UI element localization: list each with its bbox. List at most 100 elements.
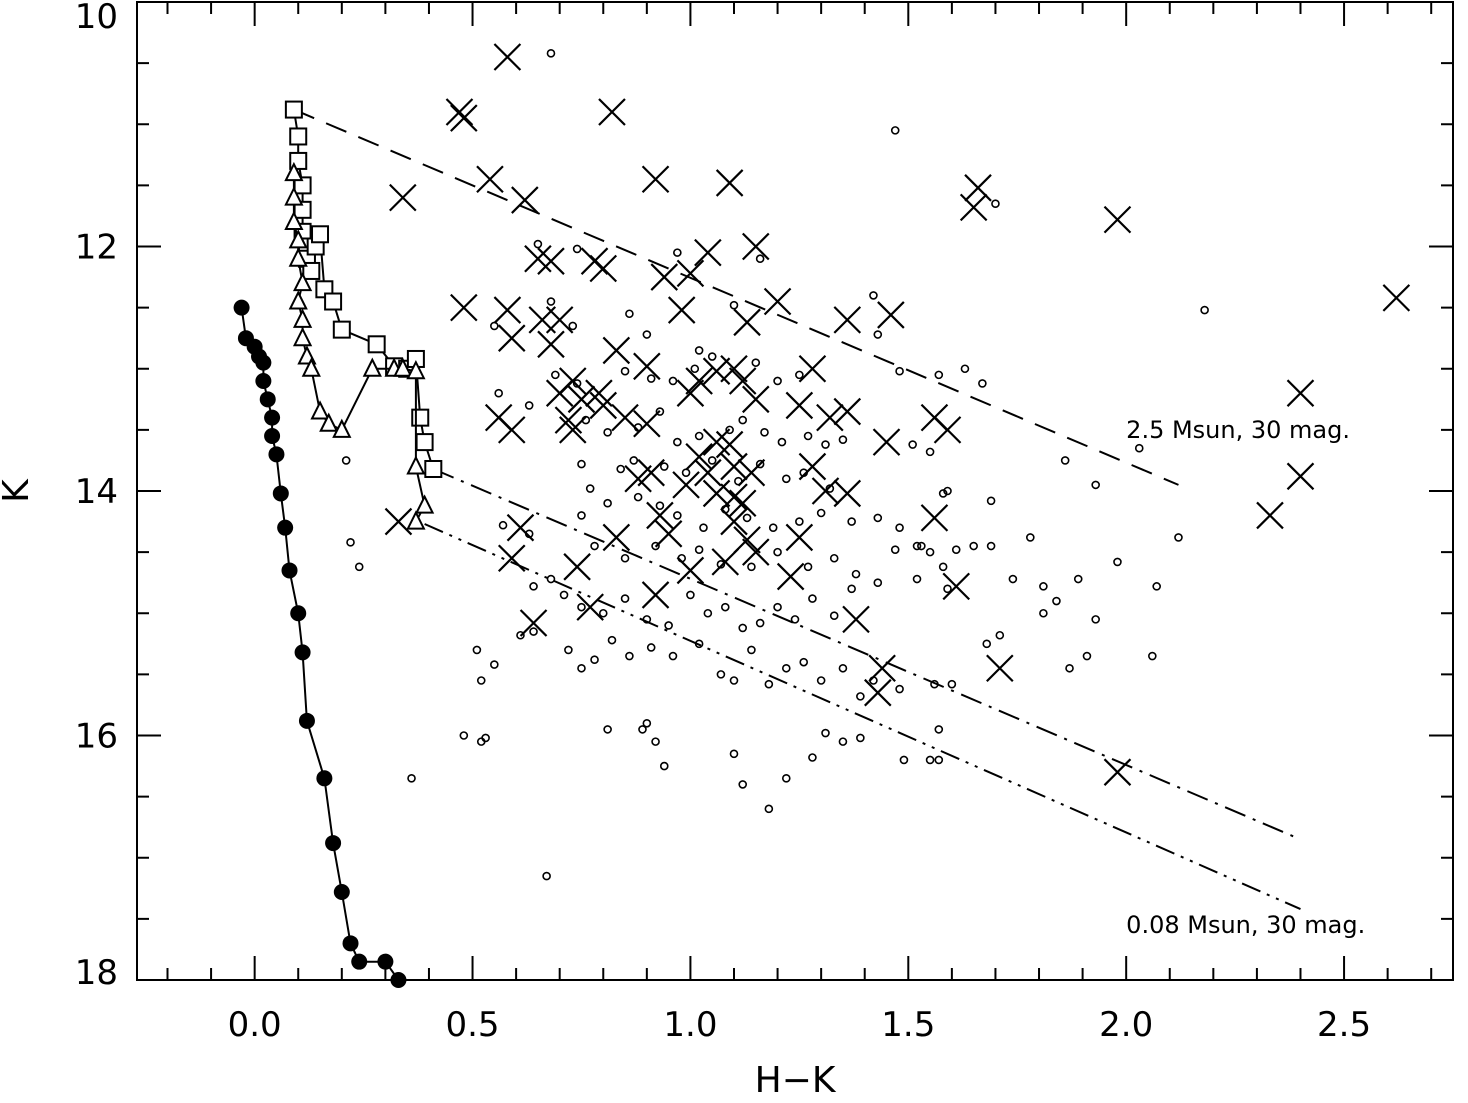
triangle-point — [414, 494, 435, 514]
x-marker-point — [1103, 205, 1132, 234]
triangle-point — [292, 271, 313, 292]
y-tick-label: 18 — [75, 953, 118, 993]
small-circle-point — [734, 476, 743, 486]
small-circle-point — [638, 725, 647, 734]
small-circle-point — [838, 663, 848, 673]
triangle-point — [288, 247, 308, 267]
small-circle-point — [986, 496, 996, 506]
small-circle-point — [494, 388, 503, 398]
small-circle-point — [943, 584, 952, 594]
small-circle-point — [873, 513, 883, 523]
small-circle-point — [1174, 533, 1183, 542]
small-circle-point — [986, 541, 996, 551]
small-circle-point — [581, 415, 591, 425]
x-marker-point — [563, 553, 591, 581]
x-marker-point — [842, 605, 870, 634]
triangle-point — [284, 186, 304, 206]
small-circle-point — [847, 517, 856, 526]
small-circle-point — [490, 321, 499, 331]
small-circle-point — [572, 244, 582, 254]
x-marker-point — [493, 43, 522, 71]
small-circle-point — [1065, 663, 1074, 673]
x-marker-point — [715, 169, 744, 197]
x-marker-point — [497, 324, 526, 352]
small-circle-point — [546, 574, 556, 584]
x-marker-point — [450, 293, 478, 322]
x-marker-point — [702, 428, 731, 456]
small-circle-point — [633, 492, 643, 502]
square-point — [367, 335, 386, 354]
small-circle-point — [895, 523, 904, 532]
x-marker-point — [598, 98, 626, 126]
x-marker-point — [920, 504, 949, 532]
x-marker-point — [641, 165, 670, 194]
triangle-point — [284, 210, 304, 231]
x-marker-point — [715, 430, 744, 459]
triangle-point — [292, 308, 313, 328]
small-circle-point — [629, 456, 639, 465]
small-circle-point — [799, 468, 809, 477]
x-marker-point — [742, 385, 770, 414]
x-marker-point — [798, 354, 827, 383]
x-tick-label: 1.5 — [881, 1005, 935, 1045]
x-marker-point — [384, 507, 413, 536]
small-circle-point — [664, 621, 673, 630]
x-marker-point — [694, 458, 722, 487]
small-circle-point — [729, 676, 739, 685]
x-marker-point — [694, 238, 722, 267]
series-open-triangle — [284, 161, 435, 530]
filled-circle-point — [333, 883, 350, 900]
small-circle-point — [546, 49, 556, 58]
filled-circle-point — [268, 446, 285, 463]
small-circle-point — [816, 508, 826, 518]
small-circle-point — [716, 670, 726, 679]
x-marker-point — [558, 367, 587, 395]
small-circle-point — [795, 517, 804, 526]
small-circle-point — [1039, 608, 1048, 618]
filled-circle-point — [325, 835, 342, 852]
x-marker-point — [637, 458, 665, 487]
small-circle-point — [694, 639, 704, 649]
small-circle-point — [1134, 443, 1144, 453]
small-circle-point — [498, 520, 508, 530]
x-tick-label: 0.5 — [445, 1005, 499, 1045]
small-circle-point — [646, 643, 656, 652]
filled-circle-point — [298, 712, 315, 729]
small-circle-point — [655, 501, 665, 510]
x-marker-point — [676, 379, 705, 407]
small-circle-point — [912, 541, 922, 551]
x-marker-point — [389, 183, 417, 212]
small-circle-point — [930, 679, 939, 689]
filled-circle-point — [255, 372, 272, 389]
small-circle-point — [978, 379, 987, 388]
small-circle-point — [677, 553, 687, 563]
filled-circle-point — [342, 935, 359, 952]
small-circle-point — [947, 679, 957, 689]
small-circle-point — [764, 804, 774, 814]
small-circle-point — [895, 684, 904, 694]
small-circle-point — [707, 352, 717, 361]
filled-circle-point — [272, 485, 289, 502]
x-marker-point — [519, 609, 548, 637]
x-marker-point — [524, 244, 552, 273]
triangle-point — [406, 510, 426, 530]
reference-line-dash-dot — [432, 468, 1301, 841]
axes — [136, 1, 1454, 981]
small-circle-point — [590, 541, 599, 551]
triangle-point — [292, 326, 313, 347]
x-marker-point — [676, 259, 705, 288]
small-circle-point — [764, 679, 774, 689]
x-marker-point — [476, 165, 504, 194]
small-circle-point — [917, 541, 926, 551]
small-circle-point — [642, 718, 652, 728]
x-marker-point — [545, 306, 574, 334]
triangle-point — [406, 455, 426, 475]
small-circle-point — [729, 749, 739, 759]
filled-circle-point — [264, 427, 281, 444]
small-circle-point — [751, 358, 761, 367]
small-circle-point — [625, 651, 634, 661]
small-circle-point — [577, 459, 586, 469]
small-circle-point — [577, 511, 586, 520]
filled-circle-point — [316, 770, 333, 787]
x-tick-label: 0.0 — [228, 1005, 282, 1045]
